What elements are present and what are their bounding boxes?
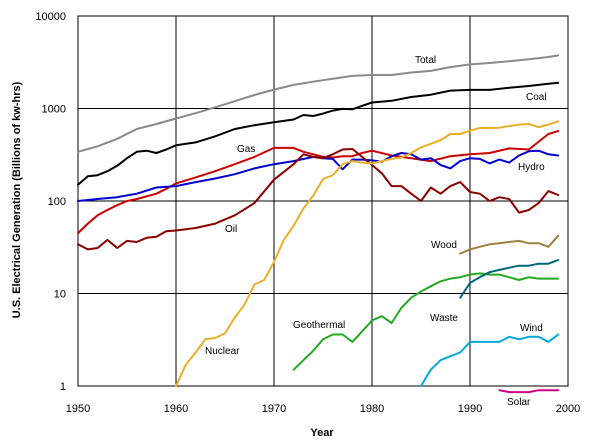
grid-lines bbox=[77, 15, 569, 387]
y-tick-label: 1 bbox=[60, 381, 66, 393]
y-tick-label: 1000 bbox=[42, 104, 66, 116]
y-tick-label: 10000 bbox=[35, 11, 66, 23]
series-label-oil: Oil bbox=[225, 224, 237, 235]
series-line-geothermal bbox=[292, 272, 560, 371]
series-label-total: Total bbox=[415, 55, 436, 66]
series-label-wood: Wood bbox=[431, 240, 457, 251]
series-line-total bbox=[77, 54, 560, 153]
series-line-hydro bbox=[77, 149, 560, 202]
series-line-gas bbox=[77, 130, 560, 235]
series-line-coal bbox=[77, 81, 560, 186]
series-line-solar bbox=[498, 389, 560, 394]
series-label-hydro: Hydro bbox=[518, 162, 545, 173]
series-line-waste bbox=[459, 259, 560, 299]
y-axis-title: U.S. Electrical Generation (Billions of … bbox=[11, 81, 23, 318]
series-label-nuclear: Nuclear bbox=[205, 346, 240, 357]
series-label-waste: Waste bbox=[430, 313, 458, 324]
series-line-oil bbox=[77, 148, 560, 251]
y-tick-label: 10 bbox=[54, 289, 66, 301]
series-label-coal: Coal bbox=[526, 92, 547, 103]
series-line-wind bbox=[420, 333, 560, 387]
series-label-geothermal: Geothermal bbox=[293, 320, 345, 331]
x-tick-labels: 1950 1960 1970 1980 1990 2000 bbox=[66, 403, 580, 415]
x-tick-label: 1960 bbox=[164, 403, 188, 415]
series-line-nuclear bbox=[175, 120, 560, 387]
series-line-wood bbox=[459, 234, 560, 255]
x-tick-label: 1980 bbox=[360, 403, 384, 415]
series-lines bbox=[77, 54, 560, 394]
x-tick-label: 2000 bbox=[556, 403, 580, 415]
x-tick-label: 1970 bbox=[262, 403, 286, 415]
x-tick-label: 1990 bbox=[458, 403, 482, 415]
series-label-gas: Gas bbox=[237, 144, 255, 155]
x-tick-label: 1950 bbox=[66, 403, 90, 415]
series-label-solar: Solar bbox=[507, 397, 531, 408]
x-axis-title: Year bbox=[310, 427, 334, 439]
series-label-wind: Wind bbox=[520, 323, 543, 334]
y-tick-label: 100 bbox=[48, 196, 66, 208]
y-tick-labels: 1 10 100 1000 10000 bbox=[35, 11, 66, 393]
